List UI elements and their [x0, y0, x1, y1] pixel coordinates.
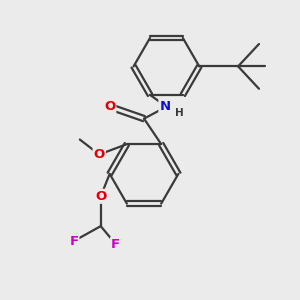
Text: O: O — [104, 100, 115, 113]
Text: H: H — [176, 108, 184, 118]
Text: N: N — [159, 100, 170, 113]
Text: F: F — [111, 238, 120, 250]
Text: F: F — [69, 235, 78, 248]
Text: O: O — [95, 190, 106, 203]
Text: O: O — [94, 148, 105, 161]
